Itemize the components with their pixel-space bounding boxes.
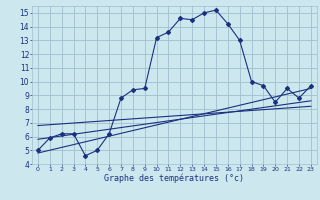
X-axis label: Graphe des températures (°c): Graphe des températures (°c) [104,173,244,183]
